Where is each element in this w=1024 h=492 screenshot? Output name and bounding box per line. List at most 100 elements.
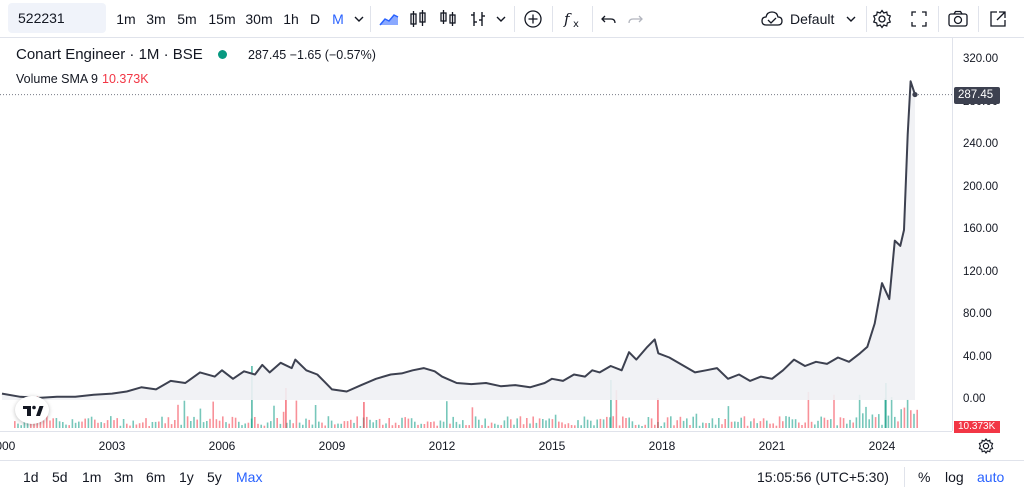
chart-pane[interactable] bbox=[0, 38, 952, 431]
interval-15m-button[interactable]: 15m bbox=[208, 11, 236, 27]
volume-bar bbox=[266, 422, 269, 428]
volume-bar bbox=[116, 418, 118, 428]
volume-bar bbox=[610, 380, 612, 428]
log-scale-toggle[interactable]: log bbox=[945, 469, 964, 485]
volume-bar bbox=[871, 414, 874, 428]
volume-bar bbox=[285, 388, 287, 428]
volume-bar bbox=[142, 422, 144, 428]
volume-bar bbox=[711, 418, 714, 428]
interval-3m-button[interactable]: 3m bbox=[146, 11, 166, 27]
volume-bar bbox=[567, 423, 570, 428]
svg-text:f: f bbox=[563, 10, 572, 28]
price-chart-svg[interactable] bbox=[0, 38, 952, 431]
chevron-down-icon bbox=[354, 16, 364, 22]
interval-1m-button[interactable]: 1m bbox=[116, 11, 136, 27]
volume-bar bbox=[855, 417, 858, 428]
volume-bar bbox=[129, 425, 131, 428]
volume-bar bbox=[442, 421, 445, 428]
time-axis[interactable]: 2000 2003 2006 2009 2012 2015 2018 2021 2024 bbox=[0, 431, 952, 458]
timezone-clock[interactable]: 15:05:56 (UTC+5:30) bbox=[757, 469, 889, 485]
volume-bar bbox=[724, 419, 726, 428]
interval-m-button[interactable]: M bbox=[332, 11, 344, 27]
candles-chart-type-button[interactable] bbox=[406, 0, 430, 38]
volume-bar bbox=[756, 423, 758, 428]
volume-bar bbox=[346, 421, 349, 428]
volume-bar bbox=[478, 419, 480, 428]
interval-d-button[interactable]: D bbox=[309, 11, 321, 27]
volume-bar bbox=[737, 421, 739, 428]
volume-bar bbox=[311, 424, 314, 428]
volume-bar bbox=[769, 423, 771, 428]
volume-bar bbox=[734, 421, 736, 428]
volume-bar bbox=[110, 416, 112, 428]
range-1d-button[interactable]: 1d bbox=[23, 469, 39, 485]
chart-type-dropdown-button[interactable] bbox=[494, 0, 508, 38]
volume-bar bbox=[343, 421, 346, 428]
volume-legend[interactable]: Volume SMA 9 10.373K bbox=[16, 72, 149, 86]
volume-bar bbox=[782, 421, 784, 428]
volume-bar bbox=[42, 420, 45, 428]
symbol-legend-title[interactable]: Conart Engineer · 1M · BSE bbox=[16, 46, 203, 63]
interval-1h-button[interactable]: 1h bbox=[283, 11, 299, 27]
volume-bar bbox=[602, 419, 605, 428]
snapshot-button[interactable] bbox=[944, 0, 972, 38]
volume-bar bbox=[820, 416, 822, 428]
volume-bar bbox=[190, 421, 192, 428]
open-external-button[interactable] bbox=[984, 0, 1012, 38]
volume-bar bbox=[247, 422, 250, 428]
volume-bar bbox=[874, 417, 877, 428]
fullscreen-button[interactable] bbox=[906, 0, 932, 38]
interval-dropdown-button[interactable] bbox=[352, 0, 366, 38]
volume-bar bbox=[676, 420, 678, 428]
settings-button[interactable] bbox=[870, 0, 894, 38]
range-max-button[interactable]: Max bbox=[236, 469, 263, 485]
price-axis-label: 240.00 bbox=[963, 138, 999, 150]
volume-bar bbox=[106, 420, 109, 428]
range-1m-button[interactable]: 1m bbox=[82, 469, 102, 485]
percent-scale-toggle[interactable]: % bbox=[918, 469, 931, 485]
volume-bar bbox=[580, 425, 582, 428]
volume-bar bbox=[423, 424, 426, 428]
axis-settings-button[interactable] bbox=[976, 436, 996, 456]
volume-bar bbox=[647, 417, 650, 428]
camera-icon bbox=[948, 10, 968, 27]
volume-bar bbox=[410, 418, 413, 428]
volume-bar bbox=[394, 422, 397, 428]
range-3m-button[interactable]: 3m bbox=[114, 469, 134, 485]
bottom-toolbar: 1d 5d 1m 3m 6m 1y 5y Max 15:05:56 (UTC+5… bbox=[0, 460, 1024, 492]
volume-bar bbox=[817, 420, 819, 428]
range-1y-button[interactable]: 1y bbox=[179, 469, 194, 485]
volume-bar bbox=[852, 422, 854, 428]
volume-bar bbox=[350, 419, 352, 428]
tradingview-logo[interactable] bbox=[15, 396, 49, 424]
time-axis-label: 2003 bbox=[98, 439, 126, 453]
bars-chart-type-button[interactable] bbox=[466, 0, 490, 38]
compare-symbol-button[interactable] bbox=[520, 0, 546, 38]
volume-bar bbox=[231, 416, 234, 428]
volume-bar bbox=[910, 410, 912, 428]
hollow-candles-button[interactable] bbox=[436, 0, 460, 38]
volume-bar bbox=[839, 417, 842, 428]
volume-bar bbox=[468, 425, 470, 428]
volume-bar bbox=[814, 424, 816, 428]
range-5d-button[interactable]: 5d bbox=[52, 469, 68, 485]
redo-button[interactable] bbox=[624, 0, 646, 38]
volume-bar bbox=[887, 415, 890, 428]
symbol-search-input[interactable]: 522231 bbox=[8, 3, 106, 33]
range-6m-button[interactable]: 6m bbox=[146, 469, 166, 485]
layout-default-dropdown[interactable]: Default bbox=[758, 0, 862, 38]
interval-30m-button[interactable]: 30m bbox=[245, 11, 273, 27]
area-chart-type-button[interactable] bbox=[376, 0, 402, 38]
volume-bar bbox=[263, 425, 266, 428]
volume-bar bbox=[465, 425, 467, 428]
volume-bar bbox=[212, 401, 214, 428]
volume-bar bbox=[337, 423, 339, 428]
range-5y-button[interactable]: 5y bbox=[207, 469, 222, 485]
market-status-dot[interactable] bbox=[218, 50, 227, 59]
volume-bar bbox=[714, 424, 717, 428]
interval-5m-button[interactable]: 5m bbox=[177, 11, 197, 27]
undo-button[interactable] bbox=[598, 0, 620, 38]
volume-bar bbox=[612, 416, 614, 428]
auto-scale-toggle[interactable]: auto bbox=[977, 469, 1005, 485]
